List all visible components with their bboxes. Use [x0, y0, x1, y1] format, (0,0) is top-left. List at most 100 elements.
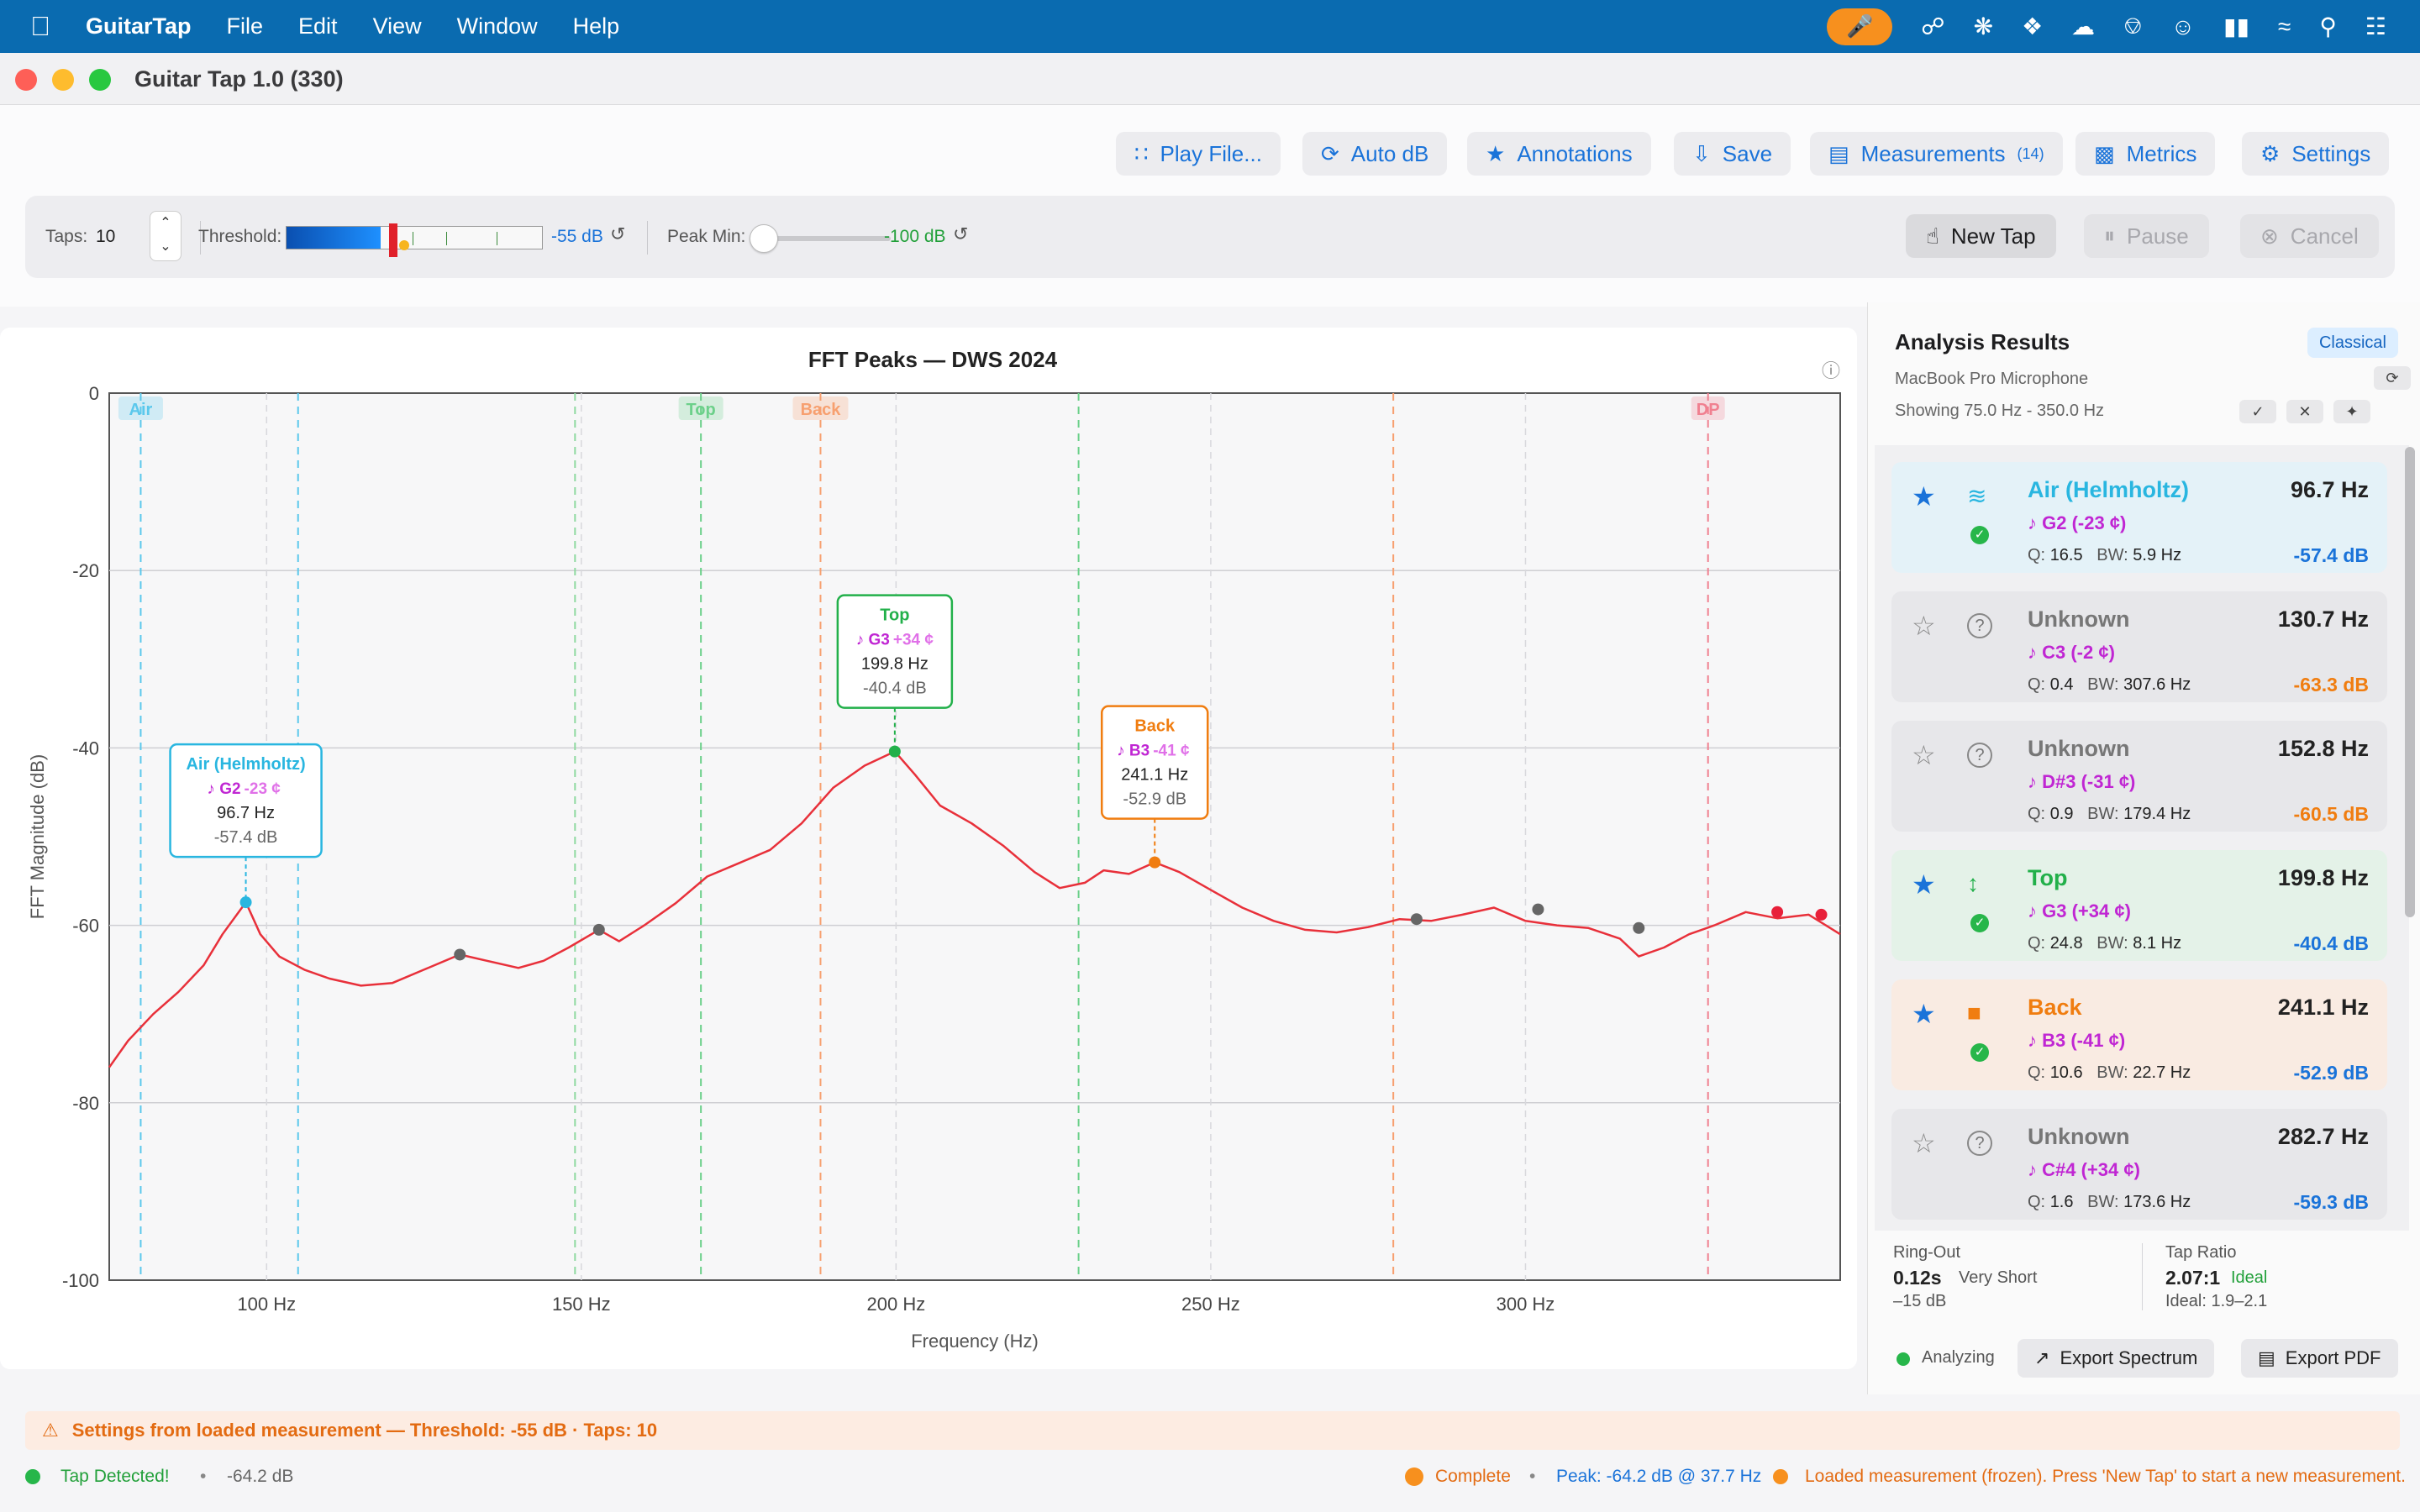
auto-db-button[interactable]: ⟳ Auto dB: [1302, 132, 1448, 176]
star-icon[interactable]: ★: [1912, 869, 1936, 900]
minimize-window-button[interactable]: [52, 69, 74, 91]
peak-card[interactable]: ☆? Unknown 152.8 Hz ♪ D#3 (-31 ¢) Q: 0.9 BW:…: [1891, 721, 2387, 832]
menu-edit[interactable]: Edit: [298, 13, 338, 39]
peak-card[interactable]: ★ ■ ✓ Back 241.1 Hz ♪ B3 (-41 ¢) Q: 10.6 BW: 2…: [1891, 979, 2387, 1090]
analyzing-label: Analyzing: [1922, 1348, 1995, 1367]
annotation-name: Back: [1134, 717, 1176, 736]
threshold-value: -55 dB: [551, 227, 603, 246]
star-icon[interactable]: ☆: [1912, 740, 1936, 770]
separator: •: [200, 1467, 207, 1486]
refresh-icon[interactable]: ⟳: [2374, 366, 2411, 390]
apple-menu-icon[interactable]: : [30, 11, 57, 42]
bw-value: 8.1 Hz: [2133, 934, 2182, 953]
peak-magnitude: -40.4 dB: [2293, 932, 2369, 954]
info-icon[interactable]: ⓘ: [1822, 360, 1841, 381]
status-icons: 🎤 ☍ ❋ ❖ ☁ ⎊ ☺ ▮▮ ≈ ⚲ ☷: [1827, 0, 2386, 53]
annotation-hz: 199.8 Hz: [861, 655, 929, 674]
play-file-button[interactable]: ∷ Play File...: [1116, 132, 1281, 176]
peak-card[interactable]: ☆? Unknown 282.7 Hz ♪ C#4 (+34 ¢) Q: 1.6 BW:…: [1891, 1109, 2387, 1220]
settings-button[interactable]: ⚙ Settings: [2242, 132, 2390, 176]
peak-name: Unknown: [2028, 1124, 2130, 1149]
checkmark-icon: ✓: [1970, 526, 1989, 544]
search-icon[interactable]: ⚲: [2319, 13, 2337, 39]
zoom-window-button[interactable]: [89, 69, 111, 91]
guitar-type-badge[interactable]: Classical: [2307, 328, 2398, 358]
cloud-icon[interactable]: ☁: [2071, 13, 2096, 39]
peak-q-bw: Q: 0.4 BW: 307.6 Hz: [2028, 675, 2191, 695]
peak-min-slider-track[interactable]: [765, 236, 891, 241]
menu-window[interactable]: Window: [456, 13, 538, 39]
question-icon: ?: [1967, 613, 1992, 638]
clear-icon[interactable]: ✕: [2286, 400, 2323, 423]
ringout-db: –15 dB: [1893, 1292, 1947, 1310]
select-all-icon[interactable]: ✓: [2239, 400, 2276, 423]
password-icon[interactable]: ⎊: [2123, 13, 2143, 39]
peak-point: [1410, 913, 1423, 926]
peak-card[interactable]: ☆? Unknown 130.7 Hz ♪ C3 (-2 ¢) Q: 0.4 BW: 3…: [1891, 591, 2387, 702]
chevron-up-icon[interactable]: ⌃: [160, 216, 171, 230]
menu-help[interactable]: Help: [572, 13, 620, 39]
metrics-button[interactable]: ▩ Metrics: [2075, 132, 2216, 176]
y-tick-label: -100: [62, 1270, 99, 1291]
peak-magnitude: -52.9 dB: [2293, 1062, 2369, 1084]
star-icon[interactable]: ☆: [1912, 611, 1936, 641]
cancel-button[interactable]: ⊗ Cancel: [2240, 214, 2379, 258]
new-tap-button[interactable]: ☝ New Tap: [1906, 214, 2056, 258]
measurements-button[interactable]: ▤ Measurements (14): [1810, 132, 2063, 176]
annotation-name: Top: [880, 606, 909, 625]
menu-file[interactable]: File: [226, 13, 264, 39]
microphone-icon[interactable]: 🎤: [1827, 8, 1893, 45]
q-label: Q:: [2028, 546, 2046, 564]
peak-card[interactable]: ★ ≋ ✓ Air (Helmholtz) 96.7 Hz ♪ G2 (-23 ¢) Q: …: [1891, 462, 2387, 573]
threshold-marker[interactable]: [389, 223, 397, 257]
wand-icon[interactable]: ✦: [2333, 400, 2370, 423]
annotation-hz: 96.7 Hz: [217, 804, 275, 822]
meter-level: [287, 227, 381, 249]
peak-q-bw: Q: 24.8 BW: 8.1 Hz: [2028, 934, 2181, 953]
star-icon[interactable]: ☆: [1912, 1128, 1936, 1158]
threshold-meter[interactable]: [286, 223, 543, 257]
control-center-icon[interactable]: ☷: [2365, 13, 2386, 39]
menu-app-name[interactable]: GuitarTap: [86, 13, 192, 39]
sparkle-icon[interactable]: ❋: [1973, 13, 1994, 39]
separator: •: [1529, 1467, 1536, 1486]
fft-chart: FFT Peaks — DWS 2024 0 -20 -40 -60 -80 -100 100…: [27, 347, 1841, 1352]
save-button[interactable]: ⇩ Save: [1674, 132, 1791, 176]
radio-icon[interactable]: ☍: [1921, 13, 1945, 39]
reset-peak-min-icon[interactable]: ↺: [953, 223, 969, 244]
peak-point: [239, 896, 252, 909]
annotation-box: [836, 594, 954, 709]
pause-button[interactable]: ⏸ Pause: [2084, 214, 2209, 258]
save-icon: ⇩: [1692, 140, 1711, 166]
peak-note: ♪ C#4 (+34 ¢): [2028, 1159, 2140, 1180]
q-value: 10.6: [2049, 1063, 2083, 1082]
reset-threshold-icon[interactable]: ↺: [610, 223, 626, 244]
q-label: Q:: [2028, 1063, 2046, 1082]
window-titlebar: Guitar Tap 1.0 (330): [0, 53, 2420, 105]
x-axis-label: Frequency (Hz): [911, 1331, 1039, 1352]
auto-icon: ⟳: [1321, 140, 1339, 166]
wifi-icon[interactable]: ≈: [2278, 13, 2291, 39]
scrollbar[interactable]: [2405, 447, 2415, 917]
taps-stepper[interactable]: ⌃ ⌄: [150, 211, 182, 261]
close-window-button[interactable]: [15, 69, 37, 91]
loaded-message: Loaded measurement (frozen). Press 'New …: [1805, 1467, 2406, 1486]
user-icon[interactable]: ☺: [2170, 13, 2196, 39]
star-icon[interactable]: ★: [1912, 481, 1936, 512]
peak-name: Air (Helmholtz): [2028, 477, 2189, 502]
dropbox-icon[interactable]: ❖: [2022, 13, 2044, 39]
peak-point: [592, 923, 605, 936]
gear-icon: ⚙: [2260, 140, 2281, 166]
menu-view[interactable]: View: [372, 13, 422, 39]
star-icon[interactable]: ★: [1912, 999, 1936, 1029]
peak-min-slider-knob[interactable]: [750, 224, 778, 253]
export-spectrum-button[interactable]: ↗ Export Spectrum: [2018, 1339, 2215, 1378]
peak-card[interactable]: ★ ↕ ✓ Top 199.8 Hz ♪ G3 (+34 ¢) Q: 24.8 BW: 8.…: [1891, 850, 2387, 961]
annotations-button[interactable]: ★ Annotations: [1467, 132, 1651, 176]
chevron-down-icon[interactable]: ⌄: [160, 239, 171, 254]
battery-icon[interactable]: ▮▮: [2223, 13, 2249, 39]
divider: [647, 221, 648, 255]
q-label: Q:: [2028, 805, 2046, 823]
peak-name: Unknown: [2028, 606, 2130, 632]
export-pdf-button[interactable]: ▤ Export PDF: [2241, 1339, 2398, 1378]
